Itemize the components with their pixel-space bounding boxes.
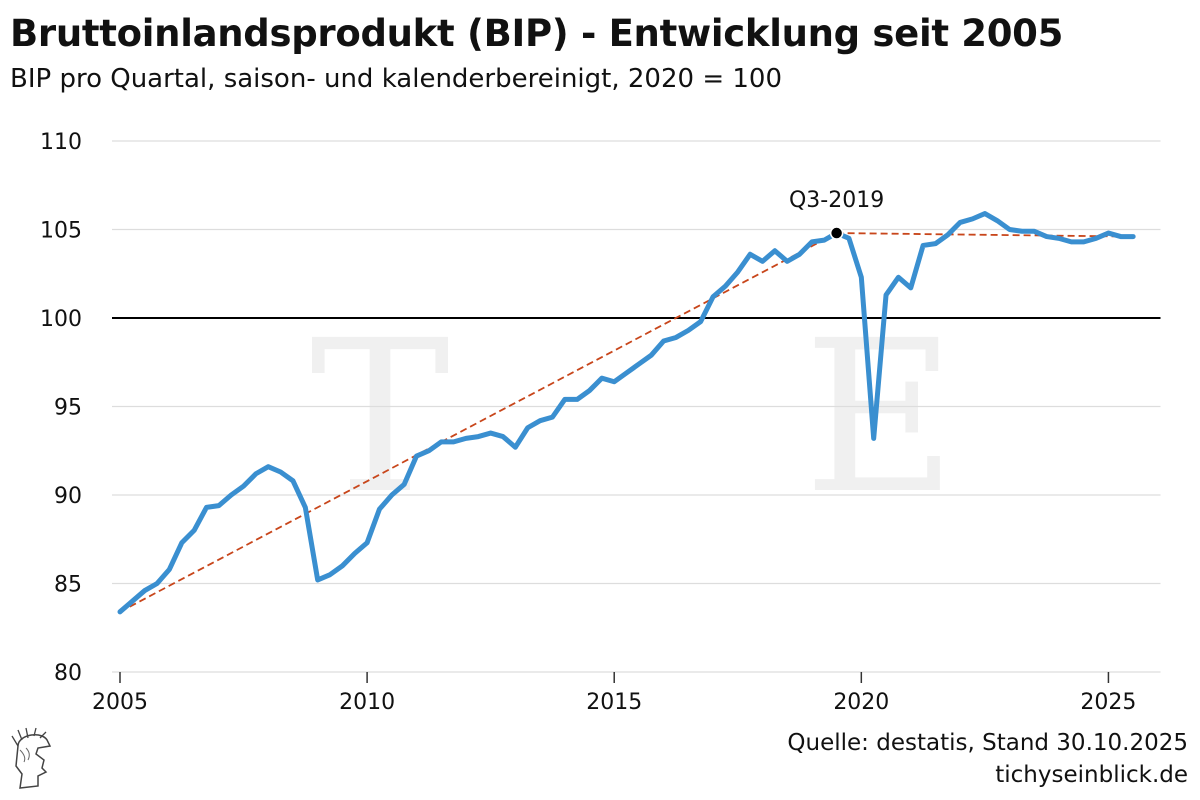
y-tick-label: 105 (40, 219, 82, 244)
annotation-marker (829, 226, 844, 240)
series-line (117, 211, 1136, 615)
source-note: Quelle: destatis, Stand 30.10.2025 (787, 730, 1188, 756)
y-tick-label: 80 (54, 661, 82, 686)
x-tick-label: 2010 (339, 690, 395, 715)
grid-lines (112, 140, 1161, 673)
logo (11, 727, 52, 789)
trend-line (836, 232, 1134, 238)
trend-lines (119, 232, 1134, 613)
site-name: tichyseinblick.de (995, 762, 1188, 788)
y-axis-ticks: 80 85 90 95 100 105 110 (40, 130, 82, 686)
y-tick-label: 110 (40, 130, 82, 155)
x-tick-label: 2005 (92, 690, 148, 715)
y-tick-label: 85 (54, 573, 82, 598)
y-tick-label: 100 (40, 307, 82, 332)
x-axis-ticks: 2005 2010 2015 2020 2025 (92, 672, 1136, 715)
y-tick-label: 95 (54, 396, 82, 421)
chart-title: Bruttoinlandsprodukt (BIP) - Entwicklung… (10, 12, 1064, 55)
x-tick-label: 2015 (586, 690, 642, 715)
annotation-label: Q3-2019 (789, 188, 884, 213)
watermark-letter: T (310, 295, 450, 540)
x-tick-label: 2020 (833, 690, 889, 715)
watermark-letter: E (803, 295, 956, 540)
chart-subtitle: BIP pro Quartal, saison- und kalenderber… (10, 64, 782, 94)
x-tick-label: 2025 (1080, 690, 1136, 715)
annotations: Q3-2019 (789, 188, 884, 240)
series-group (117, 211, 1136, 615)
trend-line (119, 232, 838, 613)
y-tick-label: 90 (54, 484, 82, 509)
